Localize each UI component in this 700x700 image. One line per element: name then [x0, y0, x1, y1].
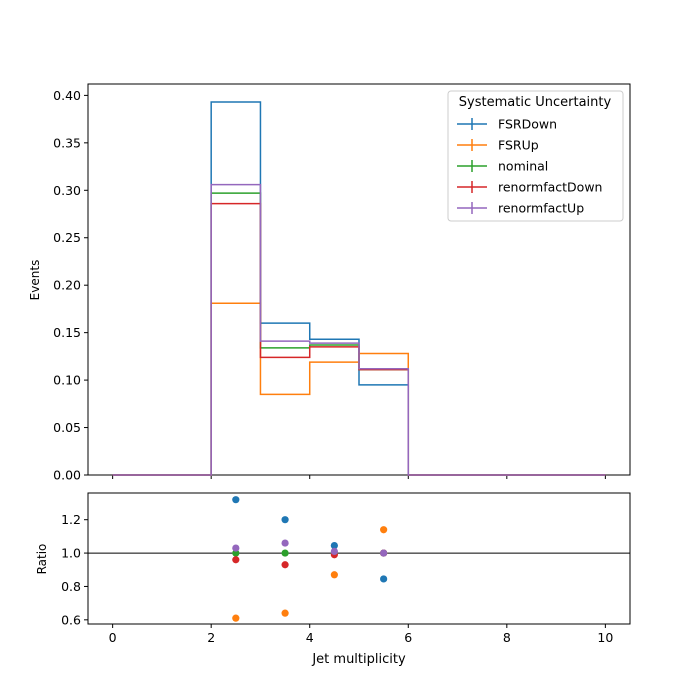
x-tick-label: 2	[207, 630, 215, 645]
legend-entry-renormfactDown: renormfactDown	[457, 180, 602, 195]
main-y-tick-label: 0.40	[53, 88, 81, 103]
main-y-tick-label: 0.00	[53, 468, 81, 483]
ratio-point-renormfactDown	[281, 561, 289, 569]
main-y-axis: 0.00 0.05 0.10 0.15 0.20 0.25 0.30 0.35 0.40	[53, 88, 88, 483]
ratio-point-nominal	[232, 549, 240, 557]
main-y-tick-label: 0.35	[53, 135, 81, 150]
ratio-plot-frame	[87, 492, 631, 625]
ratio-points	[232, 496, 388, 622]
legend-label: nominal	[498, 159, 548, 174]
legend-label: renormfactDown	[498, 180, 602, 195]
x-tick-label: 4	[306, 630, 314, 645]
ratio-point-FSRUp	[380, 526, 388, 534]
histogram-series	[112, 101, 606, 476]
legend-label: FSRDown	[498, 117, 557, 132]
x-tick-label: 0	[109, 630, 117, 645]
ratio-point-FSRUp	[281, 609, 289, 617]
legend-entry-renormfactUp: renormfactUp	[457, 201, 584, 216]
legend-entry-nominal: nominal	[457, 159, 548, 174]
legend-label: FSRUp	[498, 138, 539, 153]
legend-label: renormfactUp	[498, 201, 584, 216]
ratio-point-FSRUp	[330, 571, 338, 579]
ratio-point-FSRUp	[232, 614, 240, 622]
legend-frame	[447, 90, 624, 222]
ratio-point-FSRDown	[281, 516, 289, 524]
ratio-point-FSRDown	[380, 575, 388, 583]
legend-entry-FSRDown: FSRDown	[457, 117, 557, 132]
ratio-y-tick-label: 1.0	[61, 546, 81, 561]
main-y-tick-label: 0.30	[53, 183, 81, 198]
ratio-point-renormfactUp	[232, 544, 240, 552]
legend-entry-FSRUp: FSRUp	[457, 138, 539, 153]
main-y-tick-label: 0.25	[53, 230, 81, 245]
ratio-point-nominal	[281, 549, 289, 557]
ratio-y-tick-label: 1.2	[61, 512, 81, 527]
ratio-plot: 0.6 0.8 1.0 1.2 0 2 4 6 8 10 Ratio Jet multiplic…	[35, 492, 631, 667]
ratio-y-axis: 0.6 0.8 1.0 1.2	[61, 512, 88, 627]
ratio-y-tick-label: 0.8	[61, 579, 81, 594]
x-tick-label: 10	[597, 630, 613, 645]
x-tick-label: 8	[503, 630, 511, 645]
main-y-axis-label: Events	[28, 260, 42, 301]
main-y-tick-label: 0.15	[53, 325, 81, 340]
legend: Systematic Uncertainty FSRDown FSRUp nomin…	[447, 90, 624, 222]
legend-entries: FSRDown FSRUp nominal renormfactDown renormf…	[457, 117, 602, 216]
ratio-x-axis: 0 2 4 6 8 10	[109, 624, 613, 645]
main-y-tick-label: 0.10	[53, 373, 81, 388]
legend-title: Systematic Uncertainty	[459, 95, 612, 110]
ratio-point-renormfactUp	[330, 547, 338, 556]
ratio-point-FSRDown	[232, 496, 240, 504]
ratio-point-renormfactDown	[232, 556, 240, 564]
main-y-tick-label: 0.20	[53, 278, 81, 293]
histogram-line-renormfactUp	[112, 183, 606, 476]
x-tick-label: 6	[404, 630, 412, 645]
ratio-y-tick-label: 0.6	[61, 612, 81, 627]
ratio-point-FSRDown	[330, 541, 338, 550]
ratio-point-renormfactUp	[380, 549, 388, 557]
ratio-point-renormfactUp	[281, 539, 289, 547]
main-y-tick-label: 0.05	[53, 420, 81, 435]
ratio-y-axis-label: Ratio	[35, 544, 49, 575]
main-plot: 0.00 0.05 0.10 0.15 0.20 0.25 0.30 0.35 0.40 Eve…	[28, 83, 631, 483]
x-axis-label: Jet multiplicity	[311, 652, 406, 667]
